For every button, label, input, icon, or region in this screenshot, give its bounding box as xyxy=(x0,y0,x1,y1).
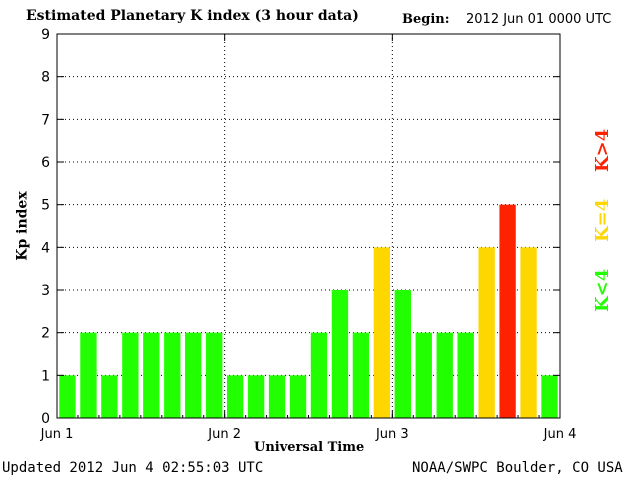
y-tick-label: 4 xyxy=(41,240,50,256)
kp-bar xyxy=(457,332,474,418)
kp-bar xyxy=(122,332,139,418)
kp-bar xyxy=(499,204,516,418)
kp-bar xyxy=(436,332,453,418)
y-tick-label: 7 xyxy=(41,112,50,128)
x-tick-label: Jun 2 xyxy=(207,427,241,442)
kp-bar xyxy=(206,332,223,418)
kp-bar xyxy=(394,290,411,418)
y-tick-label: 9 xyxy=(41,27,50,43)
y-axis-label: Kp index xyxy=(14,191,31,261)
begin-label: Begin: xyxy=(402,12,450,27)
kp-bar xyxy=(59,375,76,418)
kp-bar xyxy=(268,375,286,418)
x-tick-label: Jun 1 xyxy=(40,427,74,442)
x-axis-label: Universal Time xyxy=(254,440,365,455)
y-tick-label: 0 xyxy=(41,411,50,427)
data-source: NOAA/SWPC Boulder, CO USA xyxy=(412,460,623,476)
kp-bar xyxy=(541,375,558,418)
kp-bar xyxy=(310,332,328,418)
chart-title: Estimated Planetary K index (3 hour data… xyxy=(26,8,359,24)
kp-bar xyxy=(101,375,118,418)
begin-value: 2012 Jun 01 0000 UTC xyxy=(466,12,612,27)
x-tick-label: Jun 4 xyxy=(543,427,577,442)
kp-bar xyxy=(185,332,202,418)
legend-k-equal-4: K=4 xyxy=(592,198,613,242)
y-tick-label: 6 xyxy=(41,155,50,171)
kp-bar xyxy=(164,332,181,418)
legend-k-above-4: K>4 xyxy=(592,128,613,172)
kp-bar xyxy=(80,332,97,418)
y-tick-label: 1 xyxy=(41,368,50,384)
y-tick-label: 3 xyxy=(41,283,50,299)
kp-bar xyxy=(143,332,160,418)
y-tick-label: 5 xyxy=(41,198,50,214)
x-tick-label: Jun 3 xyxy=(375,427,409,442)
y-tick-label: 8 xyxy=(41,70,50,86)
kp-bar xyxy=(478,247,495,418)
legend-k-below-4: K<4 xyxy=(592,268,613,312)
y-tick-label: 2 xyxy=(41,326,50,342)
kp-bar xyxy=(352,332,370,418)
kp-bar xyxy=(247,375,265,418)
kp-bar xyxy=(373,247,391,418)
kp-bar xyxy=(331,290,349,418)
updated-timestamp: Updated 2012 Jun 4 02:55:03 UTC xyxy=(2,460,264,476)
kp-bar xyxy=(226,375,244,418)
kp-bar xyxy=(520,247,537,418)
kp-bar xyxy=(289,375,307,418)
kp-bar xyxy=(415,332,432,418)
